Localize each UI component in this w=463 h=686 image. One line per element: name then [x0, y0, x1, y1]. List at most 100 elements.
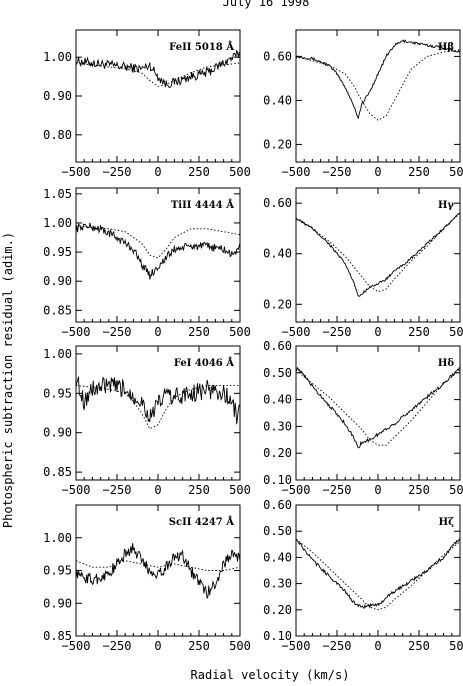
y-tick-label: 0.90	[43, 596, 72, 610]
spectral-line-label: FeII 5018 Å	[169, 41, 234, 53]
x-tick-label: 0	[154, 165, 161, 179]
y-tick-label: 0.40	[263, 550, 292, 564]
x-tick-label: −500	[62, 639, 91, 653]
model-profile-line	[76, 560, 240, 571]
x-axis-label: Radial velocity (km/s)	[191, 668, 350, 682]
x-tick-label: −250	[323, 483, 352, 497]
y-axis-label: Photospheric subtraction residual (adim.…	[1, 232, 15, 528]
y-tick-label: 0.90	[43, 426, 72, 440]
observed-residual-line	[296, 538, 460, 610]
x-tick-label: 0	[154, 483, 161, 497]
y-tick-label: 0.60	[263, 196, 292, 210]
model-profile-line	[296, 538, 460, 611]
y-tick-label: 0.80	[43, 128, 72, 142]
panel-h: −500 −250 0 250 500 0.10 0.20 0.30 0.40 0.50 0.60 H…	[263, 339, 463, 497]
x-tick-label: −250	[103, 483, 132, 497]
y-tick-label: 1.05	[43, 187, 72, 201]
x-tick-label: 0	[154, 325, 161, 339]
x-tick-label: 0	[154, 639, 161, 653]
y-tick-label: 0.20	[263, 603, 292, 617]
y-tick-label: 0.30	[263, 577, 292, 591]
y-tick-label: 0.20	[263, 446, 292, 460]
observed-residual-line	[76, 222, 240, 280]
x-tick-label: 250	[188, 483, 210, 497]
x-tick-label: 500	[449, 165, 463, 179]
y-tick-label: 0.85	[43, 303, 72, 317]
y-tick-label: 1.00	[43, 216, 72, 230]
observed-residual-line	[76, 376, 240, 425]
model-profile-line	[76, 225, 240, 259]
panel-grid: −500 −250 0 250 500 0.80 0.90 1.00 FeII 5018 Å −5…	[43, 29, 463, 653]
plot-frame	[295, 504, 461, 637]
x-tick-label: 0	[374, 483, 381, 497]
x-tick-label: 500	[229, 165, 251, 179]
model-profile-line	[76, 384, 240, 430]
y-tick-label: 0.85	[43, 629, 72, 643]
spectral-line-label: Hγ	[438, 200, 454, 211]
observed-residual-line	[76, 543, 240, 599]
x-tick-label: −500	[282, 483, 311, 497]
x-tick-label: 500	[449, 483, 463, 497]
spectral-line-label: Hζ	[439, 517, 454, 528]
panel-h: −500 −250 0 250 500 0.20 0.40 0.60 Hβ	[263, 29, 463, 179]
figure-title: July 16 1998	[223, 0, 310, 9]
spectral-line-label: TiII 4444 Å	[171, 199, 234, 211]
x-tick-label: 250	[408, 165, 430, 179]
x-tick-label: −500	[62, 483, 91, 497]
panel-tiii-4444: −500 −250 0 250 500 0.85 0.90 0.95 1.00 1.05 TiII …	[43, 187, 251, 339]
y-tick-label: 0.20	[263, 137, 292, 151]
observed-residual-line	[296, 39, 460, 120]
y-tick-label: 0.85	[43, 465, 72, 479]
panel-fei-4046: −500 −250 0 250 500 0.85 0.90 0.95 1.00 FeI 4046 …	[43, 345, 251, 497]
y-tick-label: 0.90	[43, 89, 72, 103]
x-tick-label: 500	[229, 325, 251, 339]
model-profile-line	[296, 212, 460, 293]
x-tick-label: −500	[282, 325, 311, 339]
panel-feii-5018: −500 −250 0 250 500 0.80 0.90 1.00 FeII 5018 Å	[43, 29, 251, 179]
y-tick-label: 0.50	[263, 366, 292, 380]
plot-frame	[295, 345, 461, 481]
spectral-line-label: Hβ	[438, 42, 454, 53]
x-tick-label: 500	[449, 639, 463, 653]
y-tick-label: 0.50	[263, 524, 292, 538]
y-tick-label: 0.60	[263, 49, 292, 63]
observed-residual-line	[296, 212, 460, 297]
y-tick-label: 0.90	[43, 274, 72, 288]
panel-scii-4247: −500 −250 0 250 500 0.85 0.90 0.95 1.00 ScII 4247…	[43, 504, 251, 653]
x-tick-label: 0	[374, 325, 381, 339]
x-tick-label: −500	[62, 325, 91, 339]
y-tick-label: 1.00	[43, 531, 72, 545]
model-profile-line	[296, 49, 460, 121]
x-tick-label: −250	[323, 639, 352, 653]
panel-h: −500 −250 0 250 500 0.10 0.20 0.30 0.40 0.50 0.60 H…	[263, 498, 463, 653]
y-tick-label: 0.10	[263, 629, 292, 643]
y-tick-label: 0.40	[263, 93, 292, 107]
x-tick-label: −250	[103, 639, 132, 653]
x-tick-label: −250	[323, 165, 352, 179]
y-tick-label: 0.95	[43, 386, 72, 400]
y-tick-label: 0.20	[263, 297, 292, 311]
x-tick-label: 250	[188, 639, 210, 653]
spectral-line-label: FeI 4046 Å	[174, 357, 234, 369]
y-tick-label: 0.95	[43, 245, 72, 259]
observed-residual-line	[76, 49, 240, 89]
model-profile-line	[296, 369, 460, 446]
x-tick-label: −500	[62, 165, 91, 179]
x-tick-label: 250	[188, 325, 210, 339]
x-tick-label: 250	[408, 325, 430, 339]
y-tick-label: 0.40	[263, 247, 292, 261]
plot-frame	[295, 29, 461, 163]
x-tick-label: 0	[374, 639, 381, 653]
y-tick-label: 0.30	[263, 419, 292, 433]
y-tick-label: 0.10	[263, 473, 292, 487]
y-tick-label: 1.00	[43, 50, 72, 64]
y-tick-label: 0.95	[43, 564, 72, 578]
x-tick-label: −250	[103, 325, 132, 339]
x-tick-label: 0	[374, 165, 381, 179]
x-tick-label: 250	[408, 639, 430, 653]
y-tick-label: 1.00	[43, 347, 72, 361]
x-tick-label: 500	[229, 639, 251, 653]
plot-frame	[295, 187, 461, 323]
observed-residual-line	[296, 366, 460, 449]
